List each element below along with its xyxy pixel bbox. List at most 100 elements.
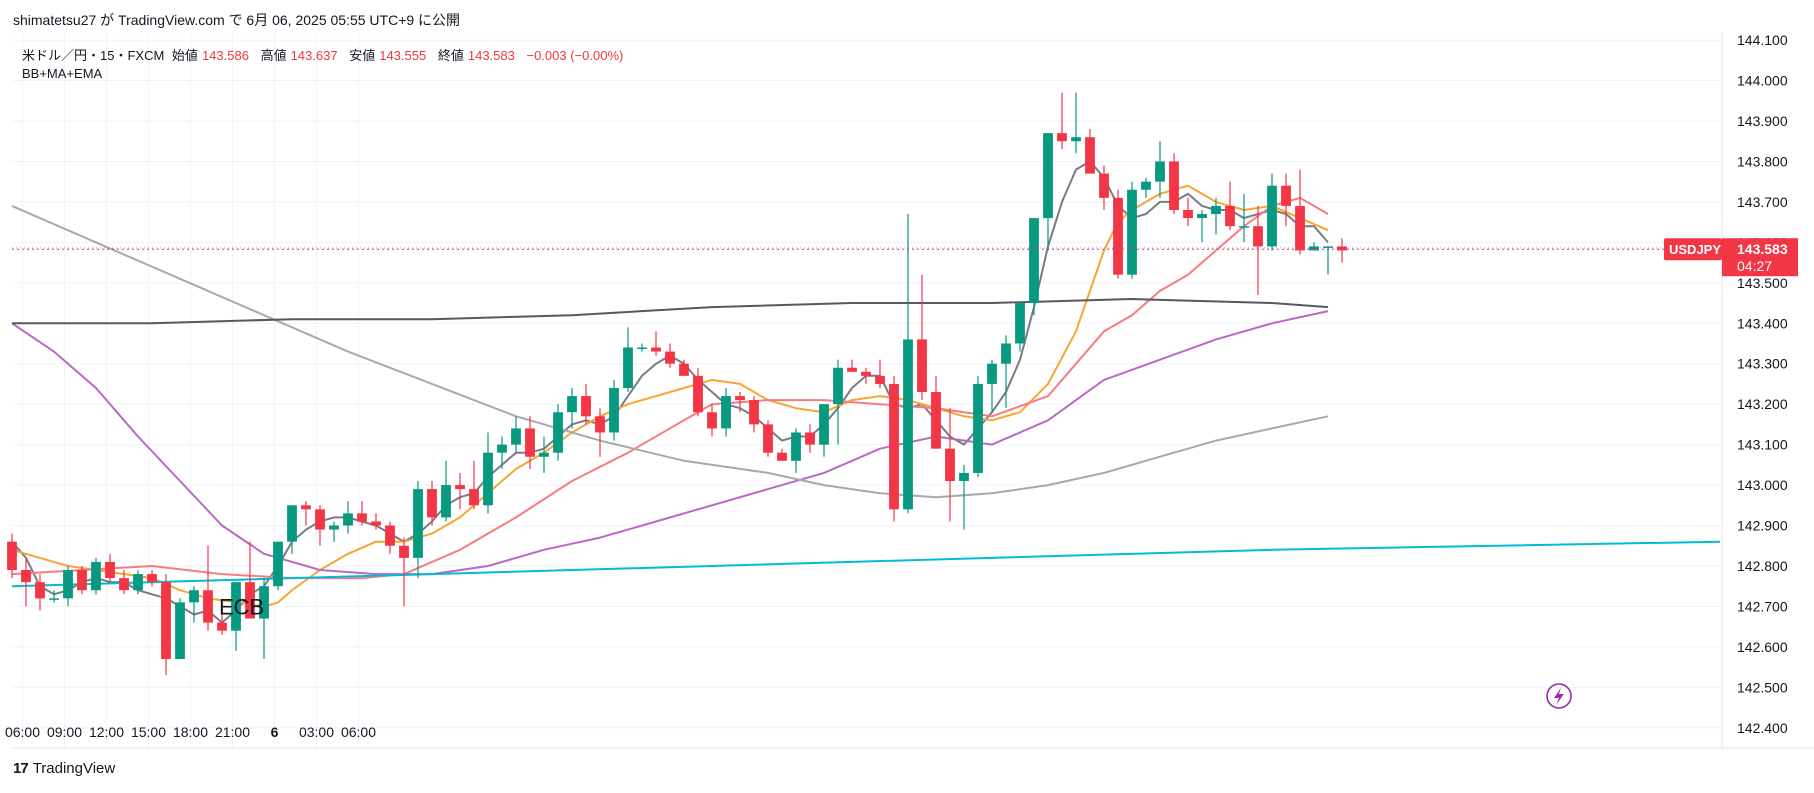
candle	[217, 606, 227, 635]
candle-body	[385, 525, 395, 546]
low-label: 安値	[349, 48, 376, 63]
candle-body	[483, 452, 493, 506]
candle-body	[35, 582, 45, 599]
candle	[371, 513, 381, 530]
candlesticks	[7, 92, 1347, 676]
footer-brand[interactable]: 17 TradingView	[13, 760, 115, 777]
candle	[203, 545, 213, 631]
candle-body	[1141, 181, 1151, 190]
candle-body	[539, 452, 549, 457]
candle	[1337, 238, 1347, 263]
candle	[63, 565, 73, 607]
candle-body	[553, 412, 563, 453]
candle	[175, 598, 185, 660]
candle	[861, 367, 871, 384]
candle-body	[21, 570, 31, 583]
y-tick-label: 143.700	[1737, 194, 1788, 210]
y-tick-label: 142.600	[1737, 639, 1788, 655]
candle	[609, 379, 619, 441]
candle	[1029, 218, 1039, 316]
candle-body	[945, 448, 955, 482]
lightning-icon[interactable]	[1546, 683, 1572, 709]
candle	[987, 359, 997, 413]
candle	[1197, 209, 1207, 243]
y-tick-label: 142.500	[1737, 679, 1788, 695]
candle	[623, 327, 633, 393]
candle-body	[1155, 161, 1165, 182]
candle	[21, 557, 31, 607]
candle	[147, 570, 157, 587]
candle	[819, 404, 829, 457]
candle	[805, 424, 815, 453]
candle	[651, 331, 661, 356]
candle-body	[329, 525, 339, 530]
candle-body	[301, 505, 311, 510]
close-label: 終値	[437, 48, 464, 63]
candle-body	[763, 424, 773, 453]
candle	[1015, 303, 1025, 352]
candle-body	[1281, 185, 1291, 206]
candle-body	[959, 472, 969, 482]
candle	[1225, 181, 1235, 231]
candle-body	[315, 509, 325, 530]
candle-body	[343, 513, 353, 526]
candle	[273, 541, 283, 591]
y-axis-ticks: 144.100144.000143.900143.800143.700143.6…	[1737, 32, 1788, 736]
candle-body	[609, 387, 619, 433]
candle-body	[693, 375, 703, 413]
candle	[1113, 189, 1123, 279]
candle	[329, 521, 339, 542]
candle-body	[469, 489, 479, 506]
candle	[399, 537, 409, 607]
publisher-header: shimatetsu27 が TradingView.com で 6月 06, …	[13, 12, 461, 28]
candle-body	[357, 513, 367, 522]
price-tag-price-bg	[1722, 238, 1798, 277]
candle-body	[735, 396, 745, 401]
candle	[91, 557, 101, 595]
candle-body	[973, 383, 983, 473]
candle	[483, 432, 493, 514]
low-value: 安値 143.555	[349, 48, 430, 63]
candle	[161, 574, 171, 676]
candle	[343, 501, 353, 534]
candle	[539, 436, 549, 473]
candle	[357, 501, 367, 526]
candle-body	[1253, 226, 1263, 247]
candle	[1141, 177, 1151, 198]
candle	[1001, 335, 1011, 409]
candle	[119, 570, 129, 595]
indicator-label[interactable]: BB+MA+EMA	[22, 66, 103, 81]
symbol-label[interactable]: 米ドル／円・15・FXCM	[22, 48, 165, 63]
candle	[35, 574, 45, 611]
candle-body	[721, 396, 731, 429]
candle-body	[1113, 197, 1123, 275]
candle-body	[1309, 246, 1319, 251]
candle	[1057, 92, 1067, 150]
x-tick-label: 18:00	[173, 724, 208, 740]
candle-body	[987, 363, 997, 384]
candle	[1183, 197, 1193, 227]
candle	[1099, 165, 1109, 210]
y-tick-label: 143.200	[1737, 396, 1788, 412]
candle-body	[161, 582, 171, 660]
candle	[931, 375, 941, 449]
candle	[385, 521, 395, 554]
ma-line	[12, 298, 1329, 325]
y-tick-label: 142.700	[1737, 598, 1788, 614]
candle	[1071, 92, 1081, 154]
candle-body	[147, 574, 157, 583]
candle-body	[917, 339, 927, 393]
candle-body	[399, 545, 409, 558]
candle-body	[1323, 246, 1333, 248]
ecb-annotation: ECB	[219, 595, 264, 620]
y-tick-label: 142.800	[1737, 558, 1788, 574]
candle-body	[847, 367, 857, 372]
candle-body	[1239, 226, 1249, 228]
price-tag[interactable]: USDJPY 143.583 04:27	[1664, 238, 1798, 277]
high-number: 143.637	[290, 48, 338, 63]
candle	[665, 343, 675, 368]
candle	[847, 359, 857, 372]
y-tick-label: 143.900	[1737, 113, 1788, 129]
y-tick-label: 143.000	[1737, 477, 1788, 493]
